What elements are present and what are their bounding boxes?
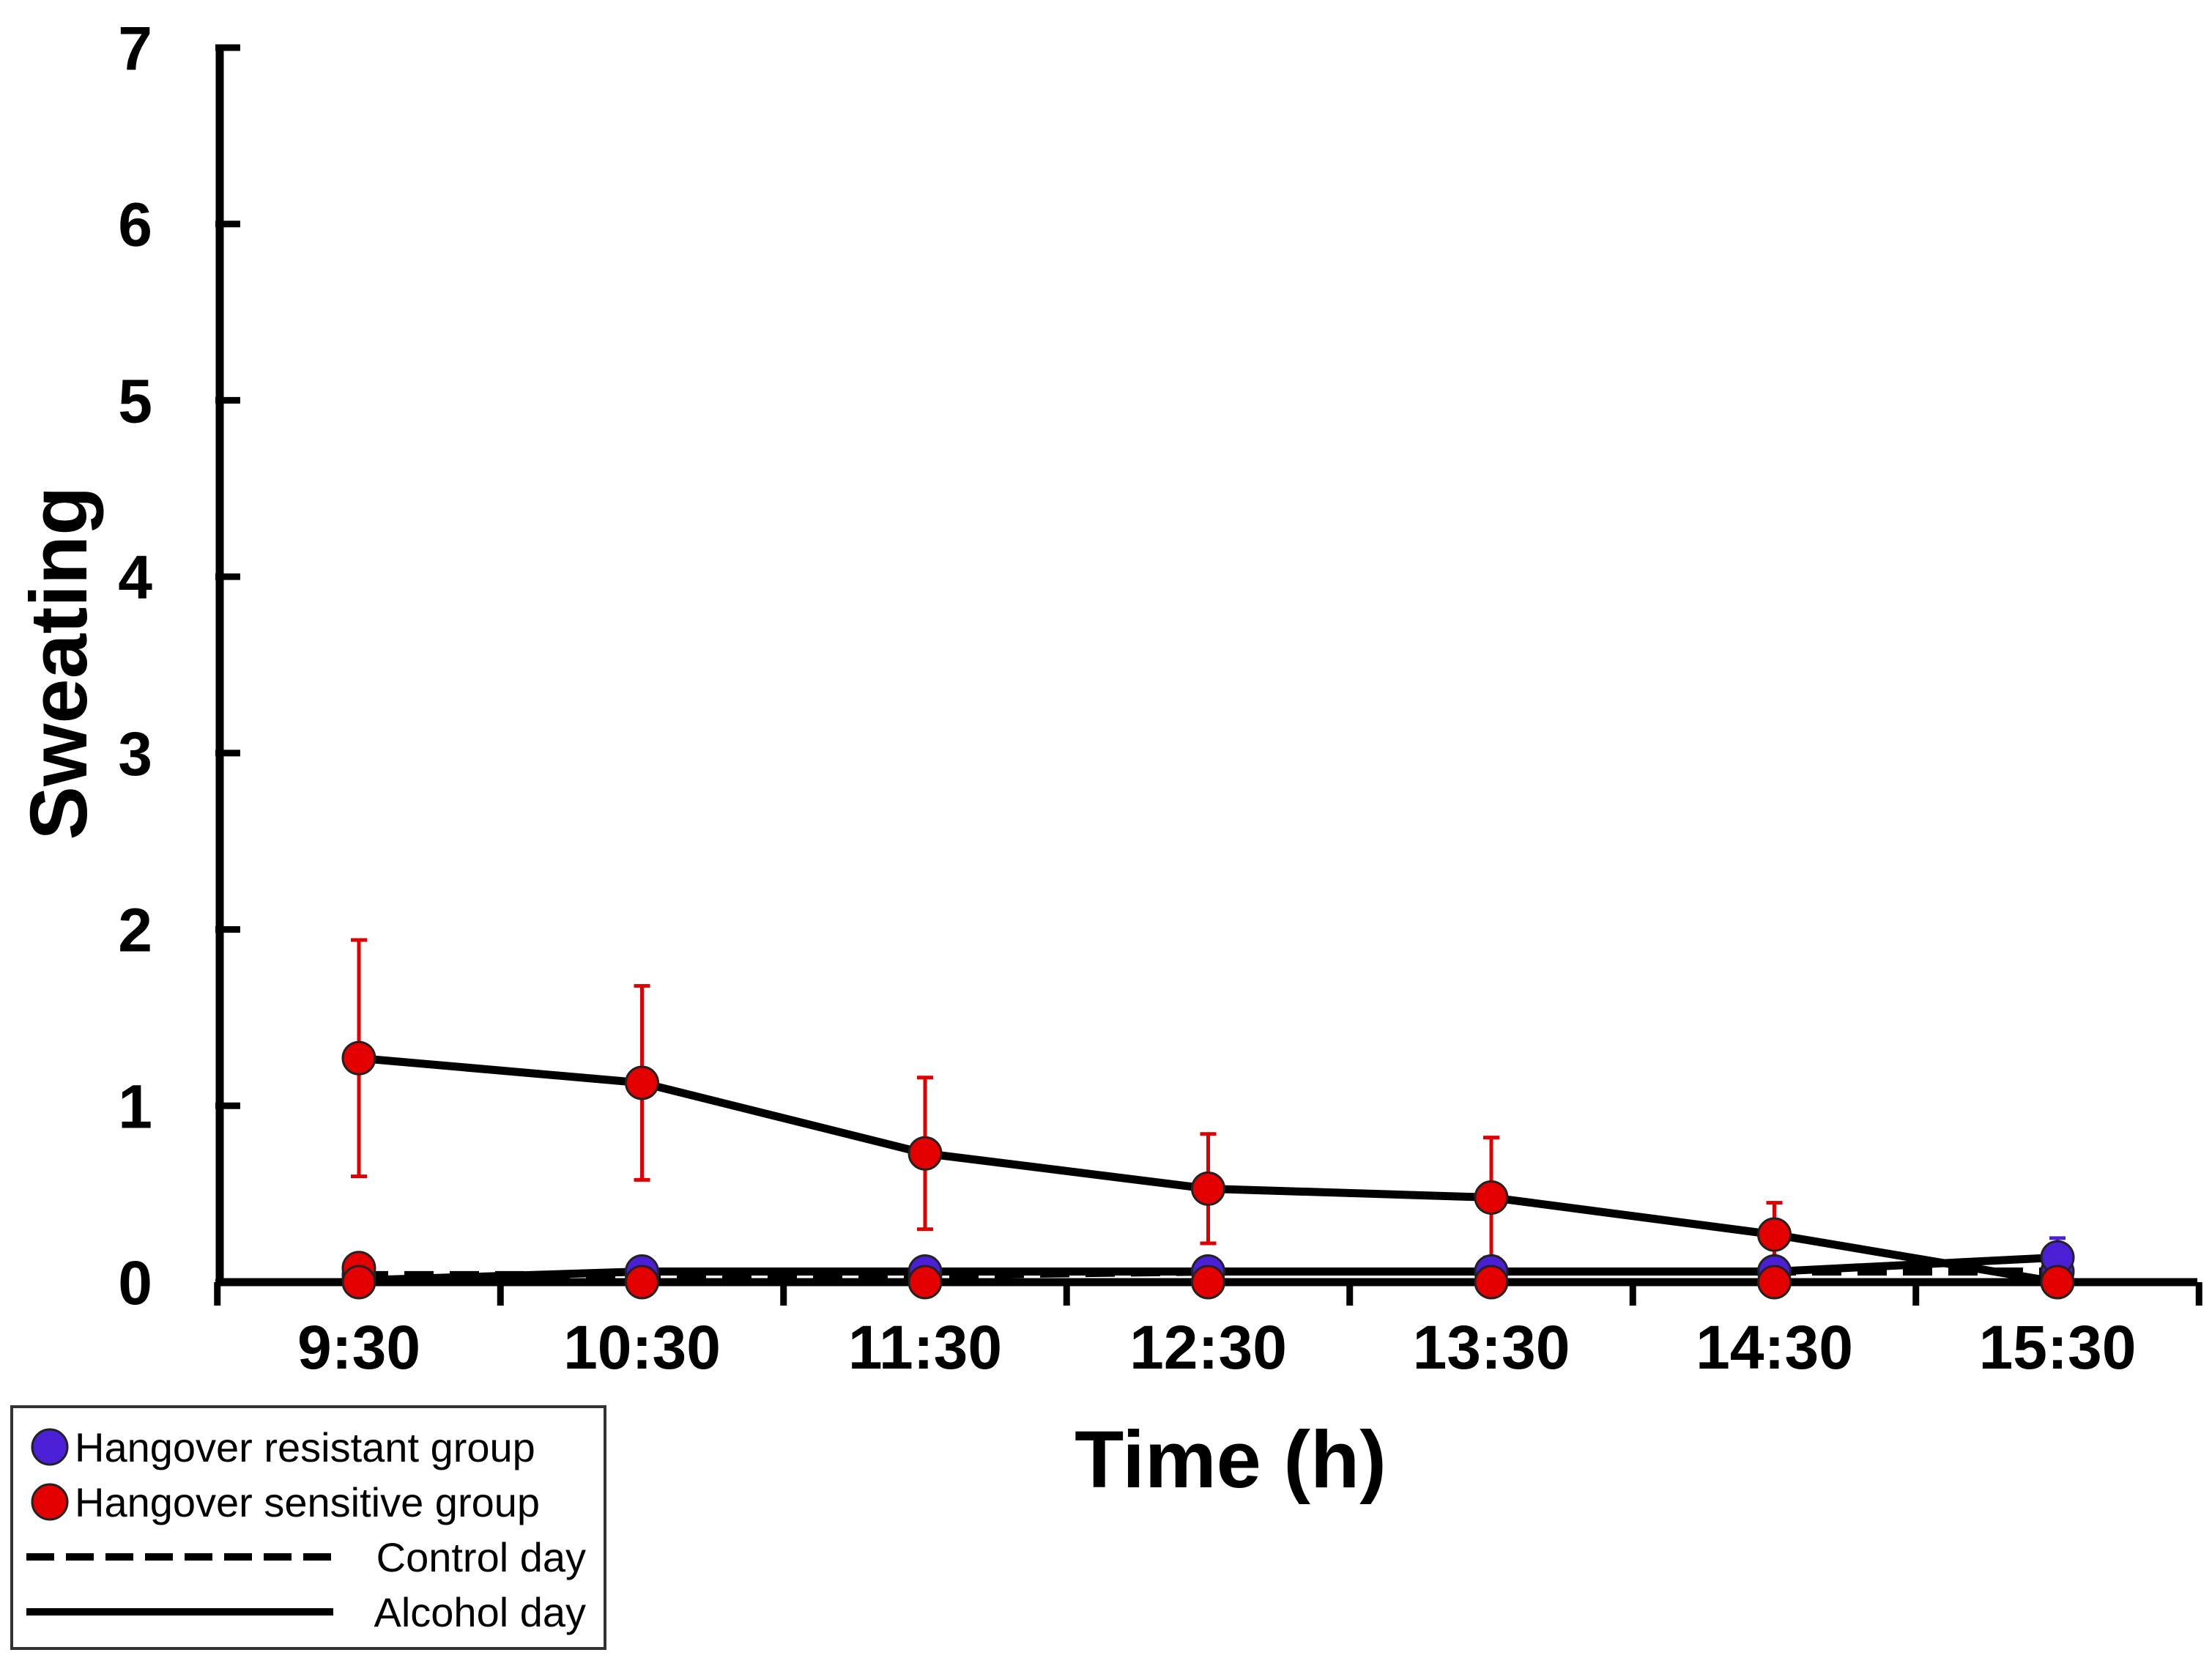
sensitive-group-point	[341, 1040, 376, 1076]
sensitive-group-point	[1474, 1180, 1509, 1215]
sensitive-group-point	[908, 1265, 943, 1300]
legend-marker	[31, 1428, 69, 1466]
y-tick-label: 0	[118, 1248, 152, 1317]
sensitive-group-point	[908, 1136, 943, 1171]
y-axis-title: Sweating	[14, 486, 104, 840]
sensitive-group-point	[2040, 1265, 2075, 1300]
sensitive-group-point	[1191, 1265, 1225, 1300]
sensitive-group-point	[1474, 1265, 1509, 1300]
x-tick-label: 13:30	[1413, 1313, 1570, 1382]
x-axis-title: Time (h)	[1075, 1415, 1387, 1505]
legend: Hangover resistant group Hangover sensiti…	[10, 1405, 606, 1650]
legend-label: Hangover sensitive group	[75, 1479, 540, 1525]
x-tick-label: 15:30	[1979, 1313, 2137, 1382]
legend-label: Control day	[376, 1534, 586, 1580]
sensitive-group-point	[1757, 1217, 1792, 1252]
sensitive-group-point	[341, 1265, 376, 1300]
legend-marker	[31, 1483, 69, 1521]
series-layer	[341, 938, 2075, 1300]
x-tick-label: 10:30	[563, 1313, 721, 1382]
sensitive-group-point	[1191, 1171, 1225, 1206]
x-tick-label: 11:30	[848, 1313, 1002, 1382]
x-tick-label: 14:30	[1696, 1313, 1853, 1382]
sensitive-group-point	[625, 1065, 659, 1100]
y-tick-label: 4	[118, 543, 152, 612]
sensitive-group-point	[1757, 1265, 1792, 1300]
legend-label: Hangover resistant group	[75, 1424, 535, 1470]
legend-label: Alcohol day	[374, 1589, 586, 1635]
y-tick-label: 5	[118, 366, 152, 435]
y-tick-label: 3	[118, 719, 152, 788]
x-tick-label: 9:30	[297, 1313, 420, 1382]
y-tick-label: 6	[118, 190, 152, 259]
y-tick-label: 2	[118, 896, 152, 965]
sensitive-group-point	[625, 1265, 659, 1300]
axes: 0 1 2 3 4 5 6 7 9:30 10:30 11:30 12:30 13:30 14:30 15:…	[118, 14, 2202, 1382]
y-tick-label: 1	[118, 1072, 152, 1141]
y-tick-label: 7	[118, 14, 152, 83]
x-tick-label: 12:30	[1129, 1313, 1287, 1382]
